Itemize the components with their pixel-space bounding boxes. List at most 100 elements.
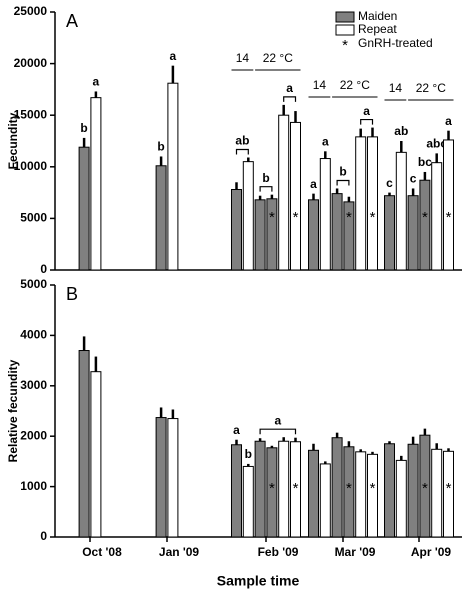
y-tick-label: 0 (40, 262, 47, 276)
bar (231, 444, 242, 538)
bracket-letter: b (339, 165, 346, 179)
y-tick-label: 0 (40, 529, 47, 543)
x-tick-label: Mar '09 (335, 545, 376, 559)
significance-letter: a (233, 423, 240, 437)
treated-marker: * (422, 480, 428, 497)
bar (308, 199, 319, 271)
temperature-label: 22 °C (416, 81, 446, 95)
treated-marker: * (346, 480, 352, 497)
bar (367, 136, 378, 271)
significance-letter: b (245, 447, 252, 461)
significance-letter: b (157, 140, 164, 154)
y-tick-label: 1000 (20, 479, 47, 493)
legend-marker: * (342, 37, 348, 54)
bar (254, 440, 266, 538)
x-tick-label: Feb '09 (258, 545, 299, 559)
y-tick-label: 5000 (20, 277, 47, 291)
bar (155, 417, 167, 538)
panel-label: A (66, 11, 78, 31)
y-tick-label: 10000 (14, 159, 48, 173)
x-tick-label: Oct '08 (82, 545, 122, 559)
bar (395, 151, 407, 271)
bar (167, 82, 179, 271)
temperature-label: 22 °C (263, 51, 293, 65)
bar (167, 418, 179, 538)
bar (90, 97, 102, 271)
bar (78, 350, 90, 538)
bar (384, 195, 395, 271)
treated-marker: * (446, 480, 452, 497)
bracket-letter: a (274, 413, 281, 427)
bar (431, 162, 443, 271)
bar (254, 199, 266, 271)
bar (331, 437, 343, 538)
x-tick-label: Apr '09 (411, 545, 452, 559)
bar (90, 371, 102, 538)
y-tick-label: 4000 (20, 328, 47, 342)
bar (155, 165, 167, 271)
treated-marker: * (269, 209, 275, 226)
bar (278, 114, 290, 271)
treated-marker: * (293, 480, 299, 497)
bar (231, 189, 242, 271)
significance-letter: c (386, 176, 393, 190)
y-tick-label: 2000 (20, 428, 47, 442)
y-tick-label: 15000 (14, 107, 48, 121)
y-axis-title: Relative fecundity (6, 359, 20, 462)
bar (319, 463, 331, 538)
bracket (235, 148, 249, 155)
bar (242, 465, 254, 538)
x-axis-title: Sample time (217, 573, 300, 589)
legend-label: GnRH-treated (358, 36, 433, 50)
temperature-label: 22 °C (340, 78, 370, 92)
significance-letter: b (80, 121, 87, 135)
bar (431, 448, 443, 538)
temperature-label: 14 (236, 51, 250, 65)
y-tick-label: 5000 (20, 211, 47, 225)
significance-letter: a (310, 177, 317, 191)
bar (278, 440, 290, 538)
bar (443, 139, 454, 271)
significance-letter: a (170, 49, 177, 63)
y-tick-label: 20000 (14, 56, 48, 70)
bracket (336, 179, 350, 186)
significance-letter: a (445, 114, 452, 128)
panel-label: B (66, 284, 78, 304)
significance-letter: c (410, 172, 417, 186)
significance-letter: a (322, 134, 329, 148)
treated-marker: * (293, 209, 299, 226)
bar (308, 449, 319, 538)
significance-letter: bc (418, 155, 432, 169)
significance-letter: a (93, 75, 100, 89)
bracket (360, 118, 374, 125)
bracket-letter: a (286, 81, 293, 95)
legend-label: Maiden (358, 9, 397, 23)
bracket (283, 96, 297, 102)
bar (242, 161, 254, 271)
treated-marker: * (370, 480, 376, 497)
legend-label: Repeat (358, 22, 397, 36)
bracket (259, 428, 297, 435)
y-axis-title: Fecundity (6, 112, 20, 169)
bar (355, 451, 367, 538)
bracket (259, 186, 273, 192)
treated-marker: * (446, 209, 452, 226)
bracket-letter: a (363, 104, 370, 118)
bar (395, 459, 407, 538)
y-tick-label: 3000 (20, 378, 47, 392)
treated-marker: * (370, 209, 376, 226)
y-tick-label: 25000 (14, 4, 48, 18)
bar (78, 146, 90, 271)
legend-swatch (335, 11, 355, 23)
bar (407, 443, 419, 538)
treated-marker: * (422, 209, 428, 226)
treated-marker: * (269, 480, 275, 497)
bar (331, 193, 343, 271)
legend-swatch (335, 24, 355, 36)
significance-letter: abc (426, 137, 447, 151)
x-tick-label: Jan '09 (159, 545, 200, 559)
significance-letter: ab (394, 124, 408, 138)
treated-marker: * (346, 209, 352, 226)
